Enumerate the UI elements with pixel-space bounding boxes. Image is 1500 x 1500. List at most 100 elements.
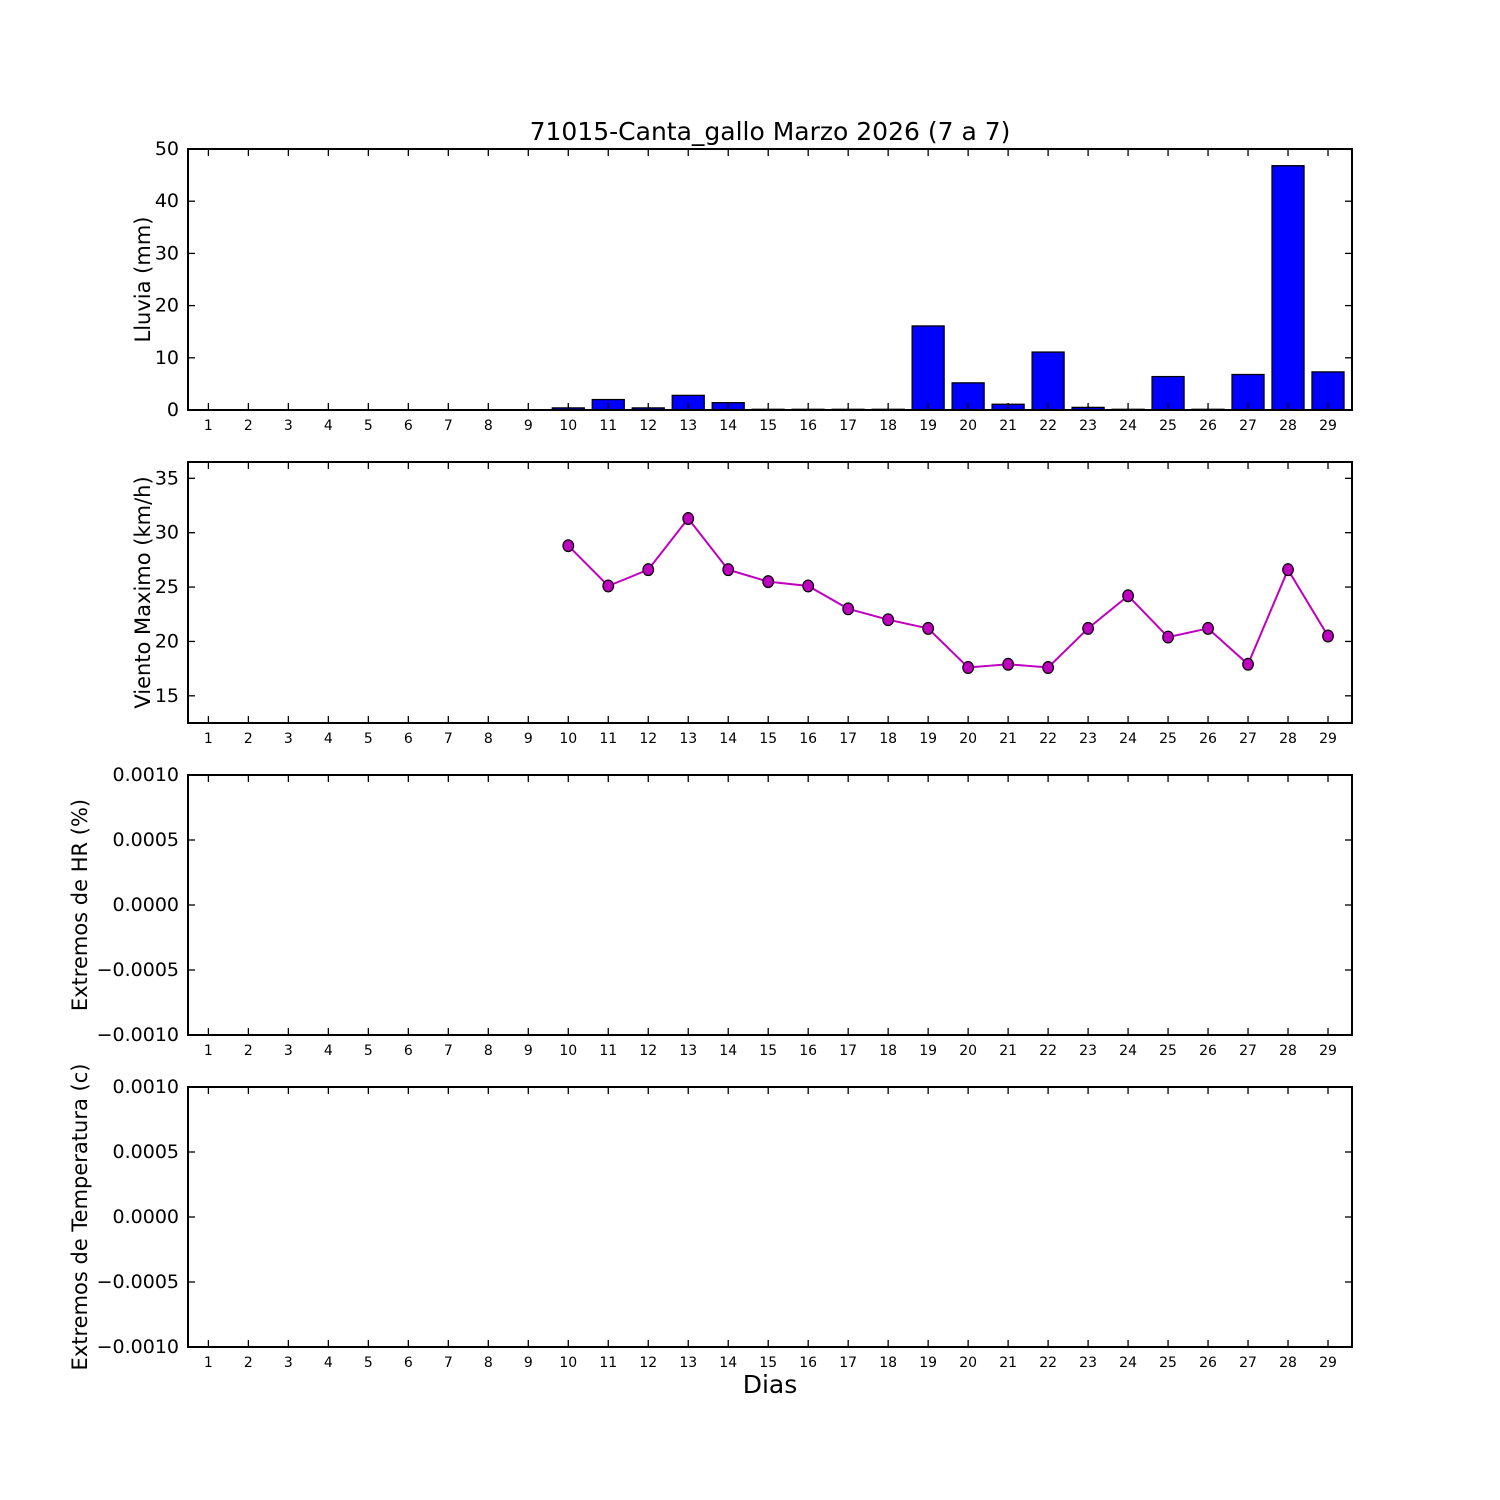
x-tick-label: 26: [1199, 731, 1217, 747]
y-tick-label: 35: [155, 467, 179, 489]
x-tick-label: 27: [1239, 1043, 1257, 1059]
y-axis-label: Lluvia (mm): [131, 217, 155, 343]
x-tick-label: 28: [1279, 731, 1297, 747]
y-tick-label: 10: [155, 347, 179, 369]
x-tick-label: 21: [999, 1355, 1017, 1371]
wind-line: [567, 516, 1329, 669]
x-tick-label: 13: [679, 731, 697, 747]
x-tick-label: 12: [639, 418, 657, 434]
x-tick-label: 8: [484, 418, 493, 434]
x-tick-label: 11: [599, 731, 617, 747]
marker-day-18: [882, 613, 895, 627]
x-tick-label: 17: [839, 418, 857, 434]
subplot-1-line: 1 2 3 4 5 6 7 8 9 10 11 12 13 14 15 16 17 18 19 20 21 22 23 24 2…: [131, 461, 1353, 747]
marker-day-25: [1162, 630, 1174, 644]
axes-spines: [187, 774, 1353, 1036]
x-tick-label: 14: [719, 1355, 737, 1371]
x-tick-label: 5: [364, 1355, 373, 1371]
x-tick-label: 15: [759, 418, 777, 434]
x-tick-label: 2: [244, 731, 253, 747]
x-tick-label: 13: [679, 1355, 697, 1371]
x-tick-label: 16: [799, 731, 817, 747]
x-tick-label: 12: [639, 1043, 657, 1059]
x-tick-label: 24: [1119, 731, 1137, 747]
y-tick-label: 0.0005: [113, 1141, 179, 1163]
figure-title: 71015-Canta_gallo Marzo 2026 (7 a 7): [530, 117, 1011, 146]
x-tick-label: 10: [559, 1043, 577, 1059]
marker-day-27: [1242, 657, 1254, 671]
x-tick-label: 24: [1119, 418, 1137, 434]
x-tick-label: 6: [404, 1355, 413, 1371]
bar-day-22: [1031, 351, 1065, 411]
x-tick-label: 8: [484, 1043, 493, 1059]
x-tick-label: 7: [444, 1043, 453, 1059]
marker-day-17: [842, 602, 855, 616]
x-tick-label: 20: [959, 1043, 977, 1059]
y-tick-label: 25: [155, 576, 179, 598]
x-tick-label: 22: [1039, 418, 1057, 434]
x-tick-label: 6: [404, 418, 413, 434]
x-tick-label: 17: [839, 1355, 857, 1371]
x-tick-label: 20: [959, 418, 977, 434]
y-tick-label: −0.0005: [97, 959, 179, 981]
x-tick-label: 17: [839, 731, 857, 747]
x-tick-label: 28: [1279, 1043, 1297, 1059]
x-tick-label: 15: [759, 731, 777, 747]
marker-day-14: [722, 563, 735, 577]
plot-area: [188, 149, 1352, 410]
subplot-3-line: 1 2 3 4 5 6 7 8 9 10 11 12 13 14 15 16 17 18 19 20 21 22 23 24 2…: [68, 1064, 1353, 1371]
x-tick-label: 21: [999, 731, 1017, 747]
x-tick-label: 4: [324, 731, 333, 747]
y-tick-label: 0.0010: [113, 1076, 179, 1098]
x-tick-label: 25: [1159, 1355, 1177, 1371]
x-tick-label: 16: [799, 1355, 817, 1371]
y-tick-label: 0.0000: [113, 894, 179, 916]
x-tick-label: 9: [524, 1043, 533, 1059]
x-tick-label: 22: [1039, 731, 1057, 747]
x-tick-label: 15: [759, 1043, 777, 1059]
x-tick-label: 20: [959, 731, 977, 747]
marker-day-19: [922, 621, 935, 635]
marker-day-12: [642, 563, 655, 577]
x-tick-label: 10: [559, 418, 577, 434]
y-tick-label: 30: [155, 242, 179, 264]
y-tick-label: −0.0010: [97, 1336, 179, 1358]
x-tick-label: 29: [1319, 418, 1337, 434]
x-tick-label: 1: [204, 731, 213, 747]
x-tick-label: 29: [1319, 731, 1337, 747]
y-tick-label: 50: [155, 138, 179, 160]
x-tick-label: 23: [1079, 1043, 1097, 1059]
marker-day-28: [1282, 563, 1294, 577]
bar-day-28: [1271, 165, 1305, 411]
y-tick-label: 0.0010: [113, 764, 179, 786]
x-tick-label: 19: [919, 1043, 937, 1059]
x-tick-label: 26: [1199, 1043, 1217, 1059]
x-tick-label: 14: [719, 418, 737, 434]
x-tick-label: 24: [1119, 1355, 1137, 1371]
x-tick-label: 23: [1079, 418, 1097, 434]
x-tick-label: 24: [1119, 1043, 1137, 1059]
x-tick-label: 4: [324, 1355, 333, 1371]
marker-day-15: [762, 575, 775, 589]
x-tick-label: 19: [919, 418, 937, 434]
plot-area: [188, 462, 1352, 723]
marker-day-21: [1002, 657, 1015, 671]
marker-day-13: [682, 512, 695, 526]
x-tick-label: 23: [1079, 1355, 1097, 1371]
x-tick-label: 2: [244, 418, 253, 434]
x-tick-label: 6: [404, 1043, 413, 1059]
marker-day-29: [1322, 629, 1334, 643]
axes-spines: [187, 461, 1353, 724]
axes-spines: [187, 148, 1353, 411]
x-tick-label: 9: [524, 731, 533, 747]
y-tick-label: −0.0010: [97, 1024, 179, 1046]
x-tick-label: 9: [524, 1355, 533, 1371]
x-tick-label: 25: [1159, 418, 1177, 434]
x-tick-label: 20: [959, 1355, 977, 1371]
y-tick-label: 0.0005: [113, 829, 179, 851]
marker-day-11: [602, 579, 615, 593]
y-tick-label: 40: [155, 190, 179, 212]
marker-day-10: [562, 539, 575, 553]
x-tick-label: 8: [484, 731, 493, 747]
x-tick-label: 18: [879, 1043, 897, 1059]
